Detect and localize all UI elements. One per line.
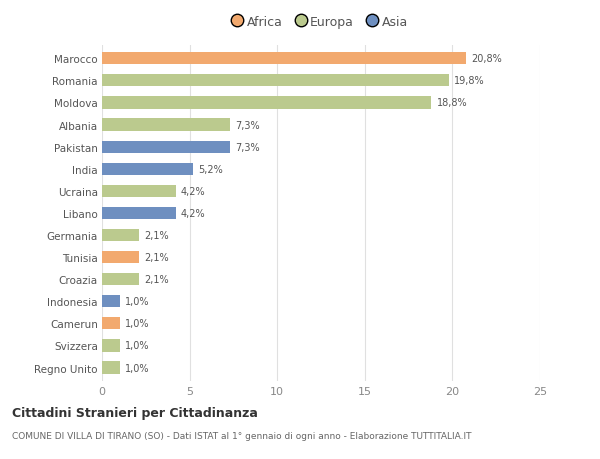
Text: 19,8%: 19,8% bbox=[454, 76, 485, 86]
Text: 2,1%: 2,1% bbox=[144, 230, 169, 241]
Text: 20,8%: 20,8% bbox=[472, 54, 502, 64]
Bar bbox=[102, 362, 119, 374]
Bar bbox=[102, 252, 139, 263]
Bar bbox=[102, 274, 139, 285]
Text: 7,3%: 7,3% bbox=[235, 120, 260, 130]
Text: 18,8%: 18,8% bbox=[437, 98, 467, 108]
Text: 1,0%: 1,0% bbox=[125, 363, 149, 373]
Bar bbox=[102, 318, 119, 330]
Text: 1,0%: 1,0% bbox=[125, 297, 149, 307]
Bar bbox=[102, 119, 230, 131]
Text: 4,2%: 4,2% bbox=[181, 208, 205, 218]
Bar bbox=[102, 75, 449, 87]
Text: 7,3%: 7,3% bbox=[235, 142, 260, 152]
Bar bbox=[102, 340, 119, 352]
Bar bbox=[102, 207, 176, 219]
Bar bbox=[102, 97, 431, 109]
Legend: Africa, Europa, Asia: Africa, Europa, Asia bbox=[230, 12, 412, 33]
Text: 4,2%: 4,2% bbox=[181, 186, 205, 196]
Text: 5,2%: 5,2% bbox=[199, 164, 223, 174]
Text: Cittadini Stranieri per Cittadinanza: Cittadini Stranieri per Cittadinanza bbox=[12, 406, 258, 419]
Bar bbox=[102, 230, 139, 241]
Bar bbox=[102, 53, 466, 65]
Bar bbox=[102, 185, 176, 197]
Bar bbox=[102, 141, 230, 153]
Text: COMUNE DI VILLA DI TIRANO (SO) - Dati ISTAT al 1° gennaio di ogni anno - Elabora: COMUNE DI VILLA DI TIRANO (SO) - Dati IS… bbox=[12, 431, 472, 441]
Text: 2,1%: 2,1% bbox=[144, 252, 169, 263]
Bar bbox=[102, 296, 119, 308]
Text: 2,1%: 2,1% bbox=[144, 274, 169, 285]
Text: 1,0%: 1,0% bbox=[125, 319, 149, 329]
Text: 1,0%: 1,0% bbox=[125, 341, 149, 351]
Bar bbox=[102, 163, 193, 175]
